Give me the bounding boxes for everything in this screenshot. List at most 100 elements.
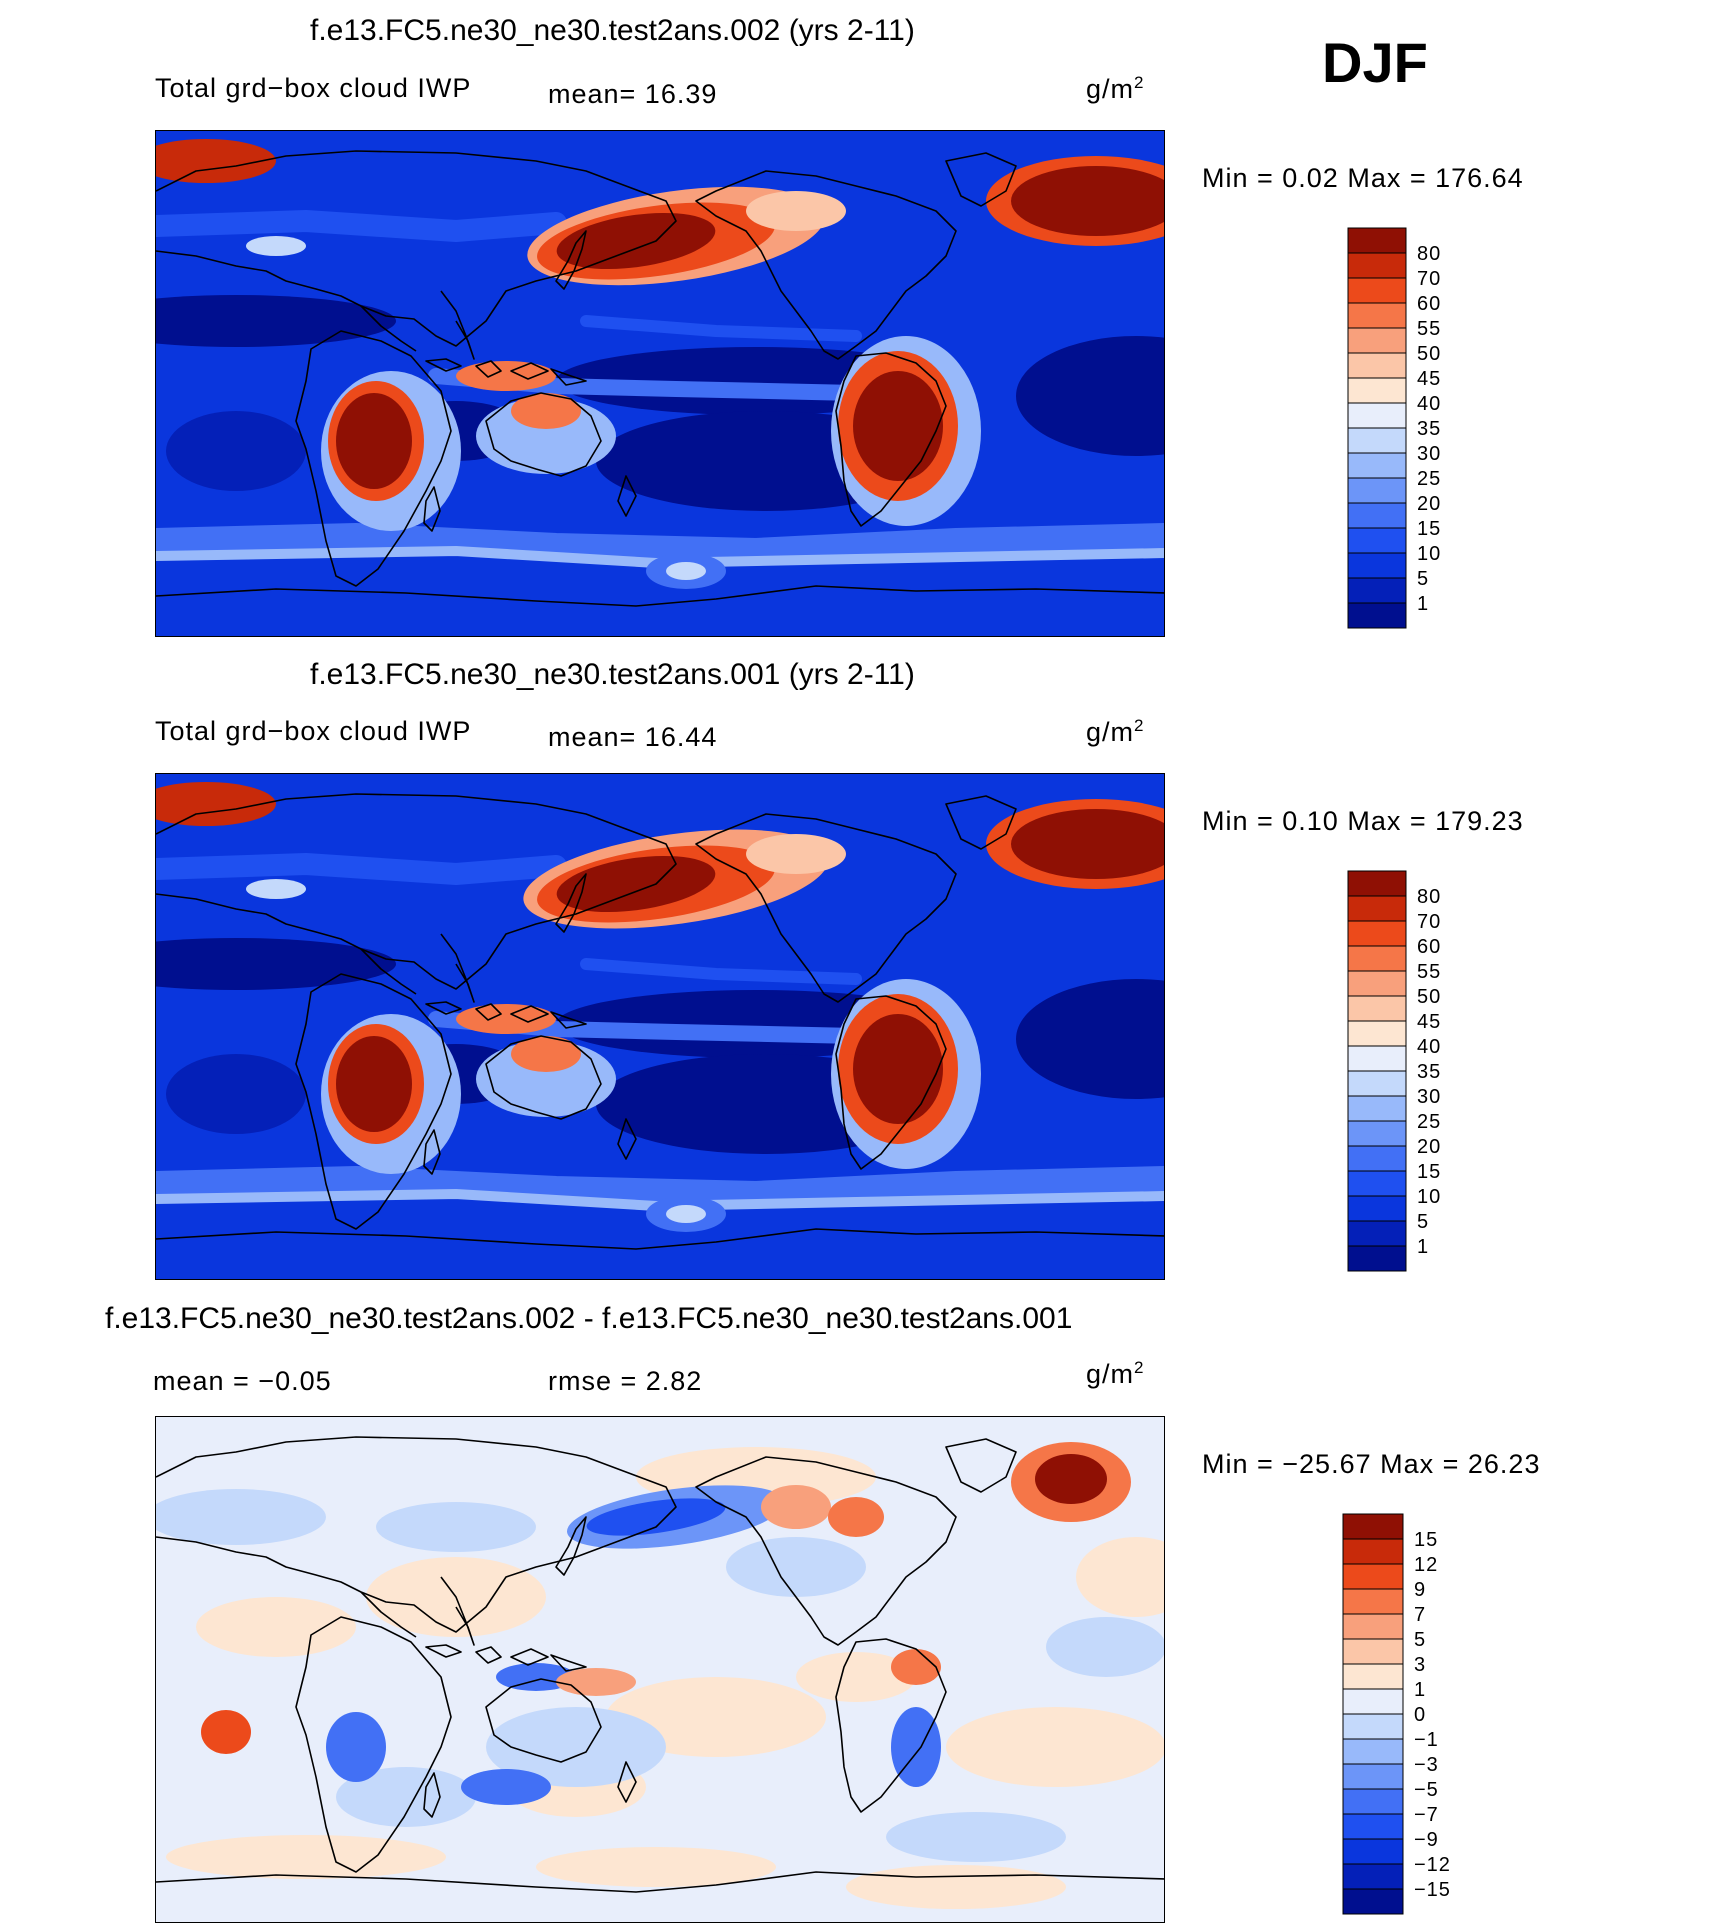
west-pacific-positive: [556, 1668, 636, 1696]
coastline-2: [156, 1436, 677, 1633]
colorbar-swatch-4: [1347, 970, 1407, 997]
panel-2-variable-label: Total grd−box cloud IWP: [155, 716, 472, 746]
coastline-15: [156, 585, 1164, 607]
colorbar-swatch-1: [1342, 1538, 1404, 1565]
negative-diff-region-0: [156, 1489, 326, 1545]
positive-diff-region-6: [536, 1847, 776, 1887]
colorbar-swatch-9: [1347, 1095, 1407, 1122]
antarctic-bright-core: [666, 1205, 706, 1223]
africa-convection-core: [336, 393, 412, 489]
negative-diff-region-2: [486, 1707, 666, 1787]
mediterranean-light: [246, 879, 306, 899]
negative-diff-region-4: [336, 1767, 476, 1827]
north-america-positive: [828, 1497, 884, 1537]
negative-diff-region-6: [1046, 1617, 1164, 1677]
coastline-4: [360, 948, 417, 995]
coastline-10: [485, 392, 602, 477]
coastline-0: [295, 973, 452, 1230]
panel-1-map: [155, 130, 1165, 637]
colorbar-label-7: 0: [1414, 1704, 1426, 1726]
coastline-3: [440, 290, 475, 360]
dry-zone-atlantic-subtropic: [1016, 336, 1164, 456]
colorbar-swatch-0: [1342, 1513, 1404, 1540]
colorbar-svg: 80 70 60 55 50 45 40 35 30 25 20 15 10 5 1: [1347, 870, 1441, 1272]
colorbar-swatch-2: [1347, 920, 1407, 947]
maritime-continent-convection: [456, 1004, 556, 1034]
colorbar-swatch-11: [1342, 1788, 1404, 1815]
colorbar-label-1: 70: [1417, 268, 1441, 290]
europe-warm: [156, 782, 276, 826]
colorbar-swatch-5: [1347, 995, 1407, 1022]
north-atlantic-storm-core: [1011, 166, 1164, 236]
panel-2-mean-label: mean= 16.44: [548, 722, 718, 752]
colorbar-label-11: −7: [1414, 1804, 1439, 1826]
panel-2-title: f.e13.FC5.ne30_ne30.test2ans.001 (yrs 2-…: [310, 658, 915, 691]
colorbar-label-0: 80: [1417, 243, 1441, 265]
coastline-1: [423, 486, 441, 532]
panel-1-title: f.e13.FC5.ne30_ne30.test2ans.002 (yrs 2-…: [310, 14, 915, 47]
coastline-2: [156, 793, 677, 990]
colorbar-swatch-13: [1347, 1195, 1407, 1222]
colorbar-swatch-1: [1347, 252, 1407, 279]
colorbar-swatch-2: [1347, 277, 1407, 304]
australia-convection: [511, 1036, 581, 1072]
colorbar-label-2: 60: [1417, 293, 1441, 315]
colorbar-label-6: 1: [1414, 1679, 1426, 1701]
dry-zone-atlantic-subtropic: [1016, 979, 1164, 1099]
panel-2-unit: g/m2: [1086, 716, 1145, 747]
colorbar-swatch-7: [1342, 1688, 1404, 1715]
coastline-3: [440, 933, 475, 1003]
alaska-positive: [761, 1485, 831, 1529]
panel-1-minmax: Min = 0.02 Max = 176.64: [1202, 163, 1524, 193]
coastline-2: [156, 150, 677, 347]
panel-3-unit: g/m2: [1086, 1358, 1145, 1389]
colorbar-label-2: 60: [1417, 936, 1441, 958]
coastline-13: [945, 1438, 1017, 1493]
maritime-continent-convection: [456, 361, 556, 391]
coastline-1: [423, 1129, 441, 1175]
panel-3-mean-label: mean = −0.05: [153, 1366, 332, 1396]
colorbar-swatch-13: [1342, 1838, 1404, 1865]
coastline-5: [555, 230, 587, 290]
colorbar-svg: 15 12 9 7 5 3 1 0 −1 −3 −5 −7 −9 −12 −15: [1342, 1513, 1450, 1915]
coastline-8: [510, 1648, 549, 1666]
panel-3-map: [155, 1416, 1165, 1923]
colorbar-swatch-13: [1347, 552, 1407, 579]
coastline-7: [475, 360, 502, 378]
colorbar-swatch-1: [1347, 895, 1407, 922]
australia-negative: [461, 1769, 551, 1805]
colorbar-swatch-14: [1342, 1863, 1404, 1890]
panel-1-variable-label: Total grd−box cloud IWP: [155, 73, 472, 103]
gulf-alaska-warm: [746, 191, 846, 231]
africa-convection-core: [336, 1036, 412, 1132]
positive-diff-region-4: [946, 1707, 1164, 1787]
colorbar-swatch-11: [1347, 502, 1407, 529]
colorbar-label-3: 7: [1414, 1604, 1426, 1626]
colorbar-label-8: 30: [1417, 443, 1441, 465]
coastline-15: [156, 1871, 1164, 1893]
panel-1-colorbar: 80 70 60 55 50 45 40 35 30 25 20 15 10 5 1: [1347, 227, 1487, 636]
colorbar-label-12: 10: [1417, 543, 1441, 565]
field-map-svg: [156, 131, 1164, 636]
north-atlantic-positive-core: [1035, 1454, 1107, 1504]
coastline-11: [617, 1761, 637, 1803]
negative-diff-region-1: [376, 1502, 536, 1552]
colorbar-swatch-10: [1347, 1120, 1407, 1147]
coastline-13: [945, 152, 1017, 207]
coastline-4: [360, 305, 417, 352]
colorbar-swatch-14: [1347, 1220, 1407, 1247]
coastline-4: [360, 1591, 417, 1638]
australia-halo: [476, 1041, 616, 1117]
colorbar-swatch-6: [1347, 377, 1407, 404]
amazon-convection-core: [853, 1014, 943, 1124]
coastline-6: [425, 1644, 462, 1658]
colorbar-swatch-7: [1347, 402, 1407, 429]
panel-2-map: [155, 773, 1165, 1280]
panel-1-unit: g/m2: [1086, 73, 1145, 104]
coastline-11: [617, 475, 637, 517]
colorbar-swatch-5: [1342, 1638, 1404, 1665]
storm-track-south: [156, 1166, 1164, 1207]
coastline-3: [440, 1576, 475, 1646]
colorbar-label-13: 5: [1417, 568, 1429, 590]
colorbar-label-8: 30: [1417, 1086, 1441, 1108]
